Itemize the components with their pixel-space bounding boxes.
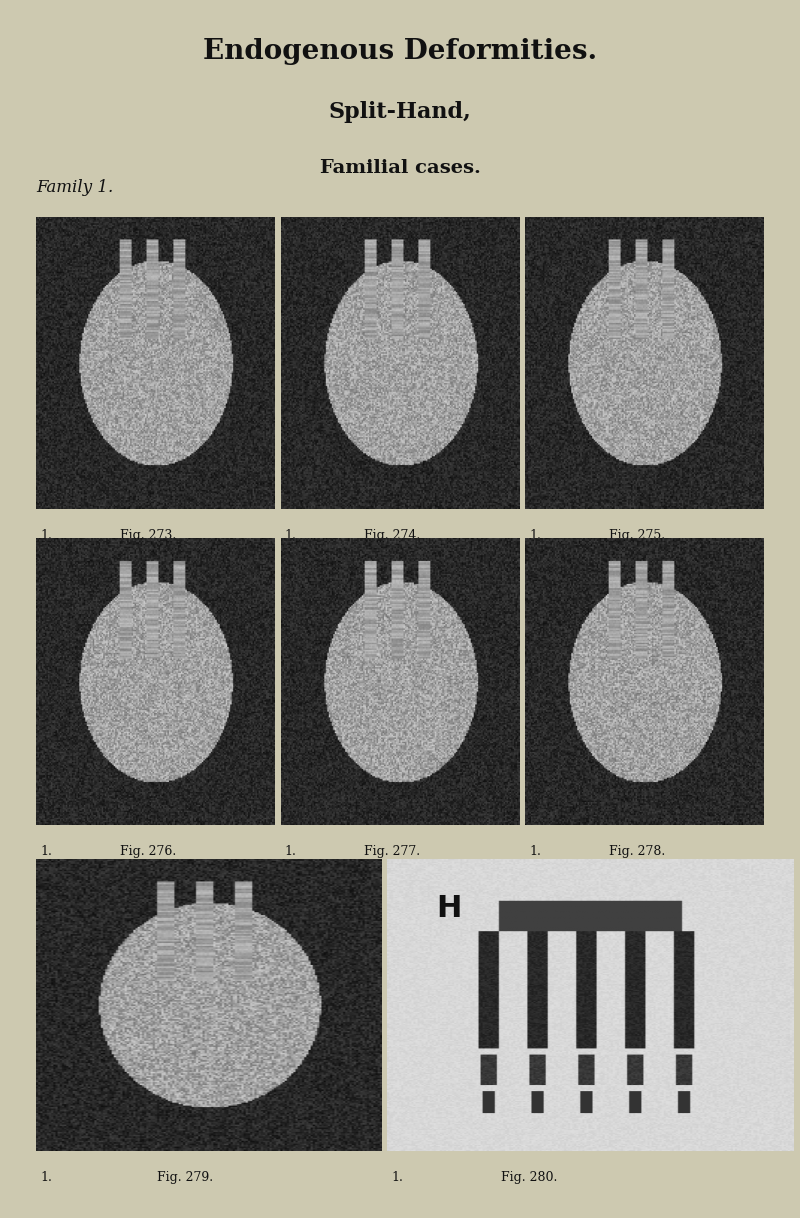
Text: Fig. 274.: Fig. 274. bbox=[364, 530, 421, 542]
Text: Fig. 278.: Fig. 278. bbox=[609, 845, 665, 857]
Text: 1.: 1. bbox=[40, 845, 52, 857]
Text: Fig. 279.: Fig. 279. bbox=[157, 1172, 213, 1184]
Text: 1.: 1. bbox=[285, 845, 297, 857]
Text: Fig. 280.: Fig. 280. bbox=[501, 1172, 558, 1184]
Text: Endogenous Deformities.: Endogenous Deformities. bbox=[203, 38, 597, 65]
Text: Fig. 277.: Fig. 277. bbox=[364, 845, 420, 857]
Text: Fig. 273.: Fig. 273. bbox=[120, 530, 176, 542]
Text: 1.: 1. bbox=[285, 530, 297, 542]
Text: Fig. 276.: Fig. 276. bbox=[120, 845, 176, 857]
Text: 1.: 1. bbox=[391, 1172, 403, 1184]
Text: Fig. 275.: Fig. 275. bbox=[609, 530, 665, 542]
Text: 1.: 1. bbox=[40, 1172, 52, 1184]
Text: Familial cases.: Familial cases. bbox=[319, 160, 481, 177]
Text: Split-Hand,: Split-Hand, bbox=[329, 101, 471, 123]
Text: 1.: 1. bbox=[529, 530, 541, 542]
Text: 1.: 1. bbox=[529, 845, 541, 857]
Text: Family 1.: Family 1. bbox=[36, 179, 114, 196]
Text: 1.: 1. bbox=[40, 530, 52, 542]
